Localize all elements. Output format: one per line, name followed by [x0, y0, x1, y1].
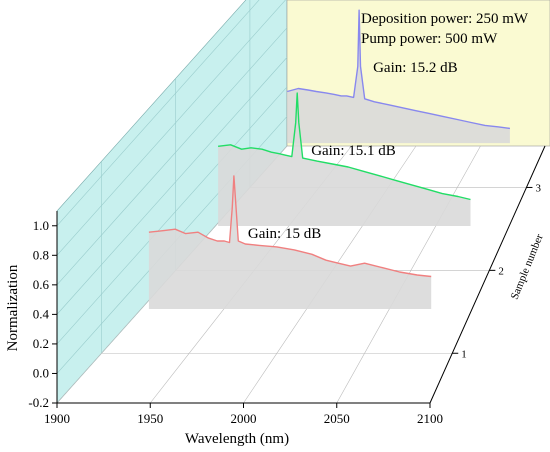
x-tick-label: 2000 — [231, 411, 257, 426]
z-tick-label: 3 — [535, 182, 541, 194]
series-3-gain-label: Gain: 15.2 dB — [373, 60, 458, 76]
y-tick-label: 1.0 — [33, 218, 49, 233]
wall-gridline — [56, 57, 288, 315]
series-3-line — [287, 9, 510, 130]
y-tick-label: 0.4 — [33, 306, 50, 321]
series-2-line — [218, 92, 471, 201]
series-1-line — [148, 175, 432, 278]
y-tick-label: 0.6 — [33, 277, 50, 292]
series-1-fill — [148, 176, 432, 309]
series-lines — [148, 9, 510, 278]
series-floors — [148, 10, 510, 309]
x-tick-label: 2100 — [417, 411, 443, 426]
z-tick-label: 2 — [498, 265, 504, 277]
x-axis-title: Wavelength (nm) — [185, 431, 289, 447]
wall-gridline — [56, 27, 288, 286]
z-axis-title: Sample number — [509, 232, 546, 301]
series-2-gain-label: Gain: 15.1 dB — [311, 143, 396, 159]
series-2-fill — [218, 93, 471, 226]
z-axis-line — [429, 145, 546, 404]
chart-axes — [52, 145, 546, 408]
y-tick-label: -0.2 — [28, 395, 49, 410]
x-tick-label: 2050 — [324, 411, 350, 426]
annotation-deposition-power: Deposition power: 250 mW — [361, 11, 529, 27]
y-tick-label: 0.0 — [33, 365, 49, 380]
y-axis-title: Normalization — [5, 264, 21, 351]
series-3-fill — [287, 10, 510, 144]
x-tick-label: 1950 — [137, 411, 163, 426]
annotation-pump-power: Pump power: 500 mW — [361, 31, 498, 47]
z-tick-label: 1 — [461, 348, 467, 360]
series-1-gain-label: Gain: 15 dB — [248, 226, 321, 242]
chart-labels: Gain: 15.2 dB Gain: 15.1 dB Gain: 15 dB -0.… — [28, 60, 541, 426]
y-tick-label: 0.2 — [33, 336, 49, 351]
wall-gridline — [56, 0, 286, 256]
wall-gridline — [56, 0, 260, 226]
y-tick-label: 0.8 — [33, 247, 49, 262]
x-tick-label: 1900 — [44, 411, 70, 426]
wall-gridline — [56, 86, 288, 345]
